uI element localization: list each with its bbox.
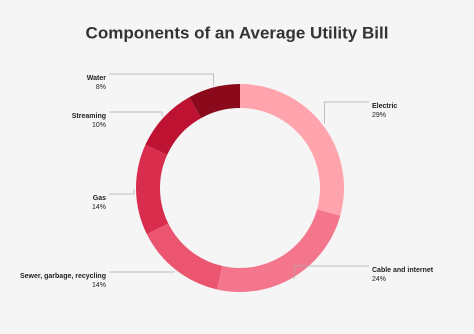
- slice: [189, 84, 240, 119]
- slice: [145, 97, 202, 155]
- slice-label: Streaming: [72, 113, 106, 120]
- leader-line: [109, 189, 135, 195]
- leader-line: [294, 265, 369, 279]
- leader-line: [109, 271, 175, 273]
- slice: [135, 144, 169, 235]
- chart-title: Components of an Average Utility Bill: [86, 23, 389, 42]
- slice-value-label: 14%: [92, 204, 106, 211]
- slice-label: Electric: [372, 103, 397, 110]
- slice-label: Cable and internet: [372, 267, 434, 274]
- slice: [146, 223, 223, 290]
- leader-line: [109, 111, 163, 117]
- slice-value-label: 14%: [92, 282, 106, 289]
- slice-value-label: 10%: [92, 122, 106, 129]
- leader-line: [109, 73, 214, 86]
- slice-label: Sewer, garbage, recycling: [20, 273, 106, 280]
- slice: [217, 209, 341, 292]
- slice-value-label: 8%: [96, 84, 106, 91]
- leader-line: [324, 101, 369, 124]
- slice: [240, 84, 344, 216]
- slice-value-label: 29%: [372, 112, 386, 119]
- slice-value-label: 24%: [372, 276, 386, 283]
- slice-label: Gas: [93, 195, 106, 202]
- slice-label: Water: [87, 75, 106, 82]
